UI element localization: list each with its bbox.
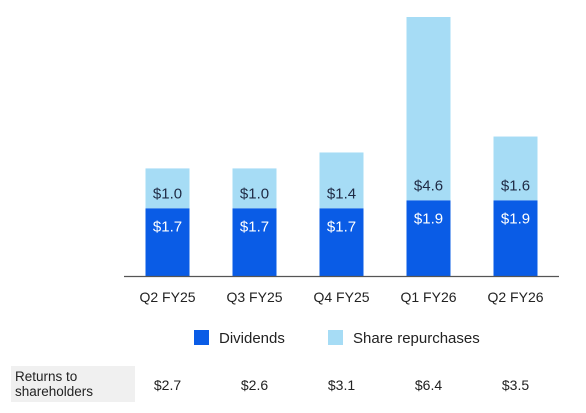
legend-swatch: [194, 330, 209, 345]
returns-value: $2.7: [153, 377, 182, 393]
returns-value: $3.5: [501, 377, 530, 393]
x-tick-label: Q1 FY26: [400, 289, 456, 305]
data-label: $1.9: [414, 210, 443, 227]
bar-dividends: [232, 208, 277, 276]
returns-value: $6.4: [414, 377, 443, 393]
returns-row-label: Returns to shareholders: [15, 369, 94, 399]
data-label: $1.0: [153, 185, 182, 202]
data-label: $1.6: [501, 177, 530, 194]
data-label: $1.7: [327, 218, 356, 235]
data-label: $1.7: [240, 218, 269, 235]
bar-share-repurchases: [145, 168, 190, 209]
legend-label: Dividends: [219, 330, 285, 347]
x-tick-label: Q4 FY25: [313, 289, 369, 305]
table-row-band: [11, 366, 135, 402]
bar-share-repurchases: [406, 17, 451, 201]
data-label: $1.9: [501, 210, 530, 227]
x-tick-label: Q2 FY26: [487, 289, 543, 305]
bar-share-repurchases: [319, 152, 364, 209]
bar-share-repurchases: [232, 168, 277, 209]
x-tick-label: Q2 FY25: [139, 289, 195, 305]
bar-share-repurchases: [493, 136, 538, 201]
x-tick-label: Q3 FY25: [226, 289, 282, 305]
bar-dividends: [319, 208, 364, 276]
data-label: $1.4: [327, 185, 356, 202]
bar-dividends: [406, 200, 451, 276]
data-label: $1.7: [153, 218, 182, 235]
legend-label: Share repurchases: [353, 330, 480, 347]
bar-dividends: [493, 200, 538, 276]
returns-value: $2.6: [240, 377, 269, 393]
data-label: $4.6: [414, 177, 443, 194]
legend-swatch: [328, 330, 343, 345]
bar-dividends: [145, 208, 190, 276]
data-label: $1.0: [240, 185, 269, 202]
returns-value: $3.1: [327, 377, 356, 393]
